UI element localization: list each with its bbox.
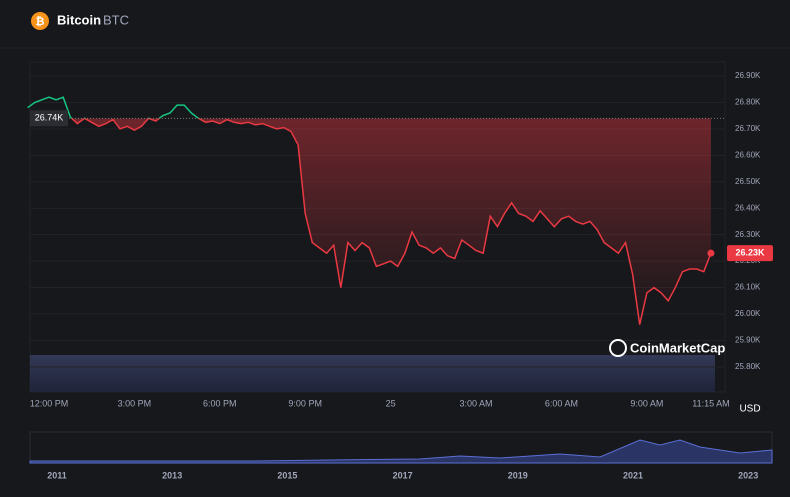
navigator-label: 2023 xyxy=(738,470,758,480)
x-tick-label: 3:00 PM xyxy=(118,398,152,408)
watermark: CoinMarketCap xyxy=(630,340,725,355)
y-tick-label: 26.10K xyxy=(735,283,761,292)
navigator-label: 2017 xyxy=(393,470,413,480)
navigator-label: 2021 xyxy=(623,470,643,480)
x-tick-label: 6:00 AM xyxy=(545,398,578,408)
currency-label: USD xyxy=(739,404,760,415)
volume-band xyxy=(30,355,715,392)
navigator-label: 2015 xyxy=(277,470,297,480)
coin-icon xyxy=(31,12,49,30)
y-tick-label: 26.50K xyxy=(735,177,761,186)
navigator-label: 2011 xyxy=(47,470,67,480)
watermark-logo xyxy=(609,339,627,357)
x-tick-label: 25 xyxy=(386,398,396,408)
y-tick-label: 26.60K xyxy=(735,150,761,159)
x-tick-label: 12:00 PM xyxy=(30,398,69,408)
navigator-label: 2013 xyxy=(162,470,182,480)
coin-symbol: BTC xyxy=(103,12,129,27)
navigator-label: 2019 xyxy=(508,470,528,480)
y-tick-label: 26.70K xyxy=(735,124,761,133)
y-tick-label: 25.80K xyxy=(735,362,761,371)
y-tick-label: 26.00K xyxy=(735,309,761,318)
price-line-down xyxy=(70,118,712,325)
current-tag xyxy=(727,245,773,262)
y-tick-label: 26.30K xyxy=(735,230,761,239)
x-tick-label: 9:00 PM xyxy=(288,398,322,408)
coin-name: Bitcoin xyxy=(57,12,101,27)
x-tick-label: 3:00 AM xyxy=(460,398,493,408)
y-tick-label: 26.80K xyxy=(735,98,761,107)
reference-tag xyxy=(30,110,68,127)
header-bg xyxy=(0,0,790,48)
y-tick-label: 26.40K xyxy=(735,203,761,212)
navigator-series xyxy=(29,439,773,464)
x-tick-label: 11:15 AM xyxy=(692,398,729,408)
coin-icon-glyph: ₿ xyxy=(36,16,45,28)
current-label: 26.23K xyxy=(735,248,765,258)
area-fill xyxy=(71,118,711,325)
x-tick-label: 9:00 AM xyxy=(630,398,663,408)
last-point xyxy=(707,249,715,257)
y-tick-label: 25.90K xyxy=(735,336,761,345)
x-tick-label: 6:00 PM xyxy=(203,398,237,408)
reference-label: 26.74K xyxy=(35,113,64,123)
y-tick-label: 26.90K xyxy=(735,71,761,80)
